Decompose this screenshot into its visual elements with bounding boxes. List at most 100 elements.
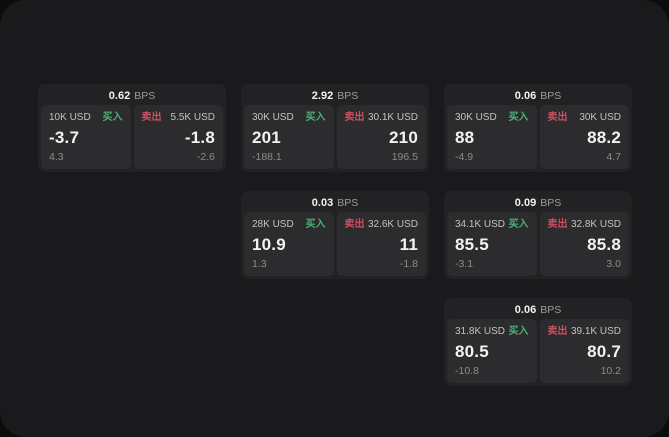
card-header: 0.06 BPS xyxy=(447,87,629,105)
sell-label: 卖出 xyxy=(141,112,162,123)
sell-tile-header: 卖出 30K USD xyxy=(548,112,622,124)
sell-amount: 30.1K USD xyxy=(367,112,418,123)
bps-spread-value: 0.03 xyxy=(311,197,334,209)
buy-tile[interactable]: 31.8K USD 买入 80.5 -10.8 xyxy=(447,319,537,383)
buy-price: 201 xyxy=(252,128,281,147)
sell-tile[interactable]: 卖出 32.8K USD 85.8 3.0 xyxy=(539,212,629,276)
quote-card: 0.06 BPS 31.8K USD 买入 80.5 -10.8 卖出 39.1… xyxy=(444,298,632,386)
sell-tile-header: 卖出 30.1K USD xyxy=(345,112,419,124)
buy-label: 买入 xyxy=(102,112,123,123)
buy-delta: 4.3 xyxy=(49,151,64,163)
sell-label: 卖出 xyxy=(547,219,568,230)
bps-spread-value: 0.06 xyxy=(514,90,537,102)
buy-price: 85.5 xyxy=(455,235,489,254)
buy-label: 买入 xyxy=(508,326,529,337)
buy-delta: 1.3 xyxy=(252,258,267,270)
buy-tile[interactable]: 30K USD 买入 201 -188.1 xyxy=(244,105,334,169)
bps-unit-label: BPS xyxy=(540,197,562,209)
card-body: 34.1K USD 买入 85.5 -3.1 卖出 32.8K USD 85.8… xyxy=(447,212,629,276)
quote-card: 2.92 BPS 30K USD 买入 201 -188.1 卖出 30.1K … xyxy=(241,84,429,172)
card-body: 30K USD 买入 88 -4.9 卖出 30K USD 88.2 4.7 xyxy=(447,105,629,169)
buy-label: 买入 xyxy=(305,219,326,230)
sell-tile-header: 卖出 32.8K USD xyxy=(548,219,622,231)
buy-tile-header: 34.1K USD 买入 xyxy=(455,219,529,231)
sell-tile[interactable]: 卖出 5.5K USD -1.8 -2.6 xyxy=(133,105,223,169)
buy-tile-header: 30K USD 买入 xyxy=(455,112,529,124)
sell-tile-header: 卖出 39.1K USD xyxy=(548,326,622,338)
buy-amount: 28K USD xyxy=(252,219,294,230)
card-body: 28K USD 买入 10.9 1.3 卖出 32.6K USD 11 -1.8 xyxy=(244,212,426,276)
buy-label: 买入 xyxy=(508,219,529,230)
sell-amount: 30K USD xyxy=(579,112,621,123)
sell-label: 卖出 xyxy=(344,112,365,123)
sell-amount: 32.6K USD xyxy=(367,219,418,230)
buy-tile-header: 10K USD 买入 xyxy=(49,112,123,124)
sell-amount: 39.1K USD xyxy=(570,326,621,337)
buy-price: 80.5 xyxy=(455,342,489,361)
card-body: 31.8K USD 买入 80.5 -10.8 卖出 39.1K USD 80.… xyxy=(447,319,629,383)
sell-amount: 32.8K USD xyxy=(570,219,621,230)
sell-price: 11 xyxy=(399,235,418,254)
sell-delta: 4.7 xyxy=(606,151,621,163)
buy-price: 10.9 xyxy=(252,235,286,254)
buy-delta: -188.1 xyxy=(252,151,282,163)
buy-tile-header: 28K USD 买入 xyxy=(252,219,326,231)
bps-spread-value: 0.09 xyxy=(514,197,537,209)
quote-card: 0.03 BPS 28K USD 买入 10.9 1.3 卖出 32.6K US… xyxy=(241,191,429,279)
buy-amount: 30K USD xyxy=(252,112,294,123)
sell-label: 卖出 xyxy=(344,219,365,230)
sell-delta: 10.2 xyxy=(600,365,621,377)
buy-price: 88 xyxy=(455,128,475,147)
sell-delta: 196.5 xyxy=(391,151,418,163)
bps-unit-label: BPS xyxy=(540,90,562,102)
bps-spread-value: 0.62 xyxy=(108,90,131,102)
sell-tile[interactable]: 卖出 32.6K USD 11 -1.8 xyxy=(336,212,426,276)
sell-label: 卖出 xyxy=(547,326,568,337)
buy-delta: -3.1 xyxy=(455,258,474,270)
bps-unit-label: BPS xyxy=(540,304,562,316)
card-header: 0.06 BPS xyxy=(447,301,629,319)
sell-tile[interactable]: 卖出 30K USD 88.2 4.7 xyxy=(539,105,629,169)
buy-tile[interactable]: 30K USD 买入 88 -4.9 xyxy=(447,105,537,169)
buy-tile[interactable]: 34.1K USD 买入 85.5 -3.1 xyxy=(447,212,537,276)
buy-tile[interactable]: 28K USD 买入 10.9 1.3 xyxy=(244,212,334,276)
sell-delta: -2.6 xyxy=(196,151,215,163)
buy-amount: 34.1K USD xyxy=(455,219,506,230)
sell-tile[interactable]: 卖出 39.1K USD 80.7 10.2 xyxy=(539,319,629,383)
card-body: 10K USD 买入 -3.7 4.3 卖出 5.5K USD -1.8 -2.… xyxy=(41,105,223,169)
quote-card: 0.09 BPS 34.1K USD 买入 85.5 -3.1 卖出 32.8K… xyxy=(444,191,632,279)
sell-label: 卖出 xyxy=(547,112,568,123)
card-header: 0.09 BPS xyxy=(447,194,629,212)
card-header: 2.92 BPS xyxy=(244,87,426,105)
buy-tile[interactable]: 10K USD 买入 -3.7 4.3 xyxy=(41,105,131,169)
sell-tile-header: 卖出 32.6K USD xyxy=(345,219,419,231)
sell-price: 85.8 xyxy=(587,235,621,254)
card-header: 0.03 BPS xyxy=(244,194,426,212)
bps-spread-value: 2.92 xyxy=(311,90,334,102)
bps-unit-label: BPS xyxy=(337,90,359,102)
sell-price: 80.7 xyxy=(587,342,621,361)
quote-card: 0.06 BPS 30K USD 买入 88 -4.9 卖出 30K USD 8… xyxy=(444,84,632,172)
quote-card: 0.62 BPS 10K USD 买入 -3.7 4.3 卖出 5.5K USD… xyxy=(38,84,226,172)
card-body: 30K USD 买入 201 -188.1 卖出 30.1K USD 210 1… xyxy=(244,105,426,169)
sell-delta: 3.0 xyxy=(606,258,621,270)
sell-tile[interactable]: 卖出 30.1K USD 210 196.5 xyxy=(336,105,426,169)
bps-spread-value: 0.06 xyxy=(514,304,537,316)
buy-delta: -4.9 xyxy=(455,151,474,163)
buy-amount: 30K USD xyxy=(455,112,497,123)
buy-label: 买入 xyxy=(508,112,529,123)
buy-tile-header: 30K USD 买入 xyxy=(252,112,326,124)
sell-price: 210 xyxy=(389,128,418,147)
buy-label: 买入 xyxy=(305,112,326,123)
buy-tile-header: 31.8K USD 买入 xyxy=(455,326,529,338)
bps-unit-label: BPS xyxy=(134,90,156,102)
bps-unit-label: BPS xyxy=(337,197,359,209)
buy-amount: 31.8K USD xyxy=(455,326,506,337)
buy-amount: 10K USD xyxy=(49,112,91,123)
sell-price: 88.2 xyxy=(587,128,621,147)
sell-delta: -1.8 xyxy=(399,258,418,270)
sell-tile-header: 卖出 5.5K USD xyxy=(142,112,216,124)
sell-price: -1.8 xyxy=(184,128,215,147)
buy-delta: -10.8 xyxy=(455,365,479,377)
